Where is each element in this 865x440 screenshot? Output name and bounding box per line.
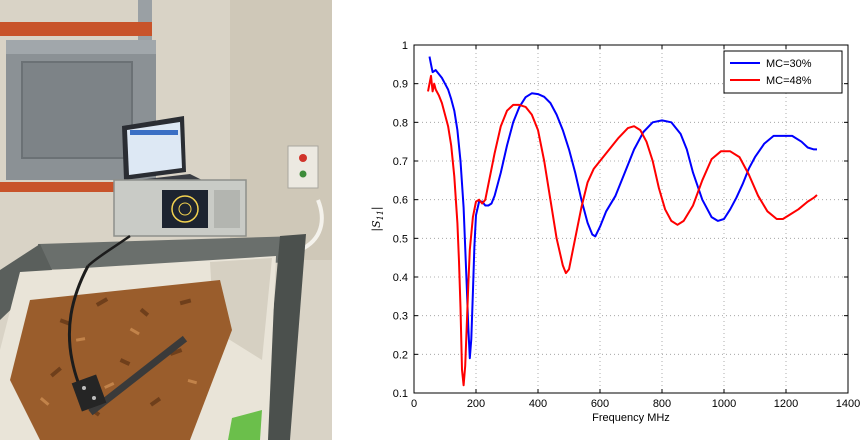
x-tick-label: 400 — [529, 398, 547, 410]
s11-frequency-chart: 0 200 400 600 800 1000 1200 1400 0.10.20.30.40.… — [370, 40, 860, 424]
y-tick-label: 0.7 — [393, 156, 408, 168]
wall-switch-red — [299, 154, 307, 162]
x-tick-label: 800 — [653, 398, 671, 410]
wall-switch-box — [287, 145, 319, 189]
analyzer-display-target — [171, 195, 199, 223]
x-axis-ticks: 0 200 400 600 800 1000 1200 1400 — [411, 45, 860, 410]
x-axis-label: Frequency MHz — [592, 412, 670, 424]
y-axis-label: |S11| — [370, 206, 385, 231]
x-tick-label: 1200 — [774, 398, 798, 410]
y-axis-ticks: 0.1 0.2 0.3 0.4 0.5 0.6 0.7 0.8 0.9 1 — [393, 40, 848, 400]
analyzer-display-target-inner — [178, 202, 192, 216]
x-tick-label: 200 — [467, 398, 485, 410]
y-tick-label: 0.2 — [393, 349, 408, 361]
probe-rod — [88, 335, 188, 416]
y-tick-label: 0.8 — [393, 117, 408, 129]
legend: MC=30% MC=48% — [723, 50, 843, 94]
legend-box — [723, 50, 843, 94]
analyzer-cable — [87, 234, 131, 267]
plot-frame — [413, 44, 849, 394]
laptop-screen-bar — [130, 130, 178, 135]
series-layer — [427, 56, 818, 387]
y-tick-label: 0.5 — [393, 233, 408, 245]
wall-switch-green — [299, 170, 307, 178]
storage-crate-rim — [6, 40, 156, 54]
y-tick-label: 1 — [402, 40, 408, 52]
probe-head — [71, 374, 107, 412]
shelf-beam-middle — [0, 182, 120, 192]
x-tick-label: 1400 — [836, 398, 860, 410]
y-tick-label: 0.9 — [393, 79, 408, 91]
grid-lines — [414, 45, 848, 393]
series-line-2 — [427, 74, 818, 387]
y-axis-label-sub: 11 — [376, 210, 385, 220]
big-bin-wall-right — [262, 234, 306, 440]
measurement-setup-photo — [0, 0, 332, 440]
x-tick-label: 600 — [591, 398, 609, 410]
y-tick-label: 0.3 — [393, 311, 408, 323]
y-tick-label: 0.6 — [393, 195, 408, 207]
legend-label-1: MC=30% — [766, 58, 812, 70]
green-tag — [228, 410, 262, 440]
y-tick-label: 0.4 — [393, 272, 408, 284]
shelf-beam-top — [0, 22, 152, 36]
wall-shade — [230, 0, 332, 260]
y-tick-label: 0.1 — [393, 388, 408, 400]
y-axis-label-main: |S — [370, 220, 384, 232]
legend-label-2: MC=48% — [766, 75, 812, 87]
probe-screw-2 — [92, 396, 96, 400]
series-line-1 — [428, 56, 817, 360]
y-axis-label-end: | — [370, 206, 384, 210]
x-tick-label: 1000 — [712, 398, 736, 410]
laptop-screen — [127, 122, 182, 175]
wood-chip-highlights — [39, 327, 198, 406]
wall-cable — [299, 199, 324, 252]
x-tick-label: 0 — [411, 398, 417, 410]
probe-screw-1 — [82, 386, 86, 390]
storage-crate-panel — [21, 61, 133, 159]
analyzer-buttons — [214, 190, 240, 228]
